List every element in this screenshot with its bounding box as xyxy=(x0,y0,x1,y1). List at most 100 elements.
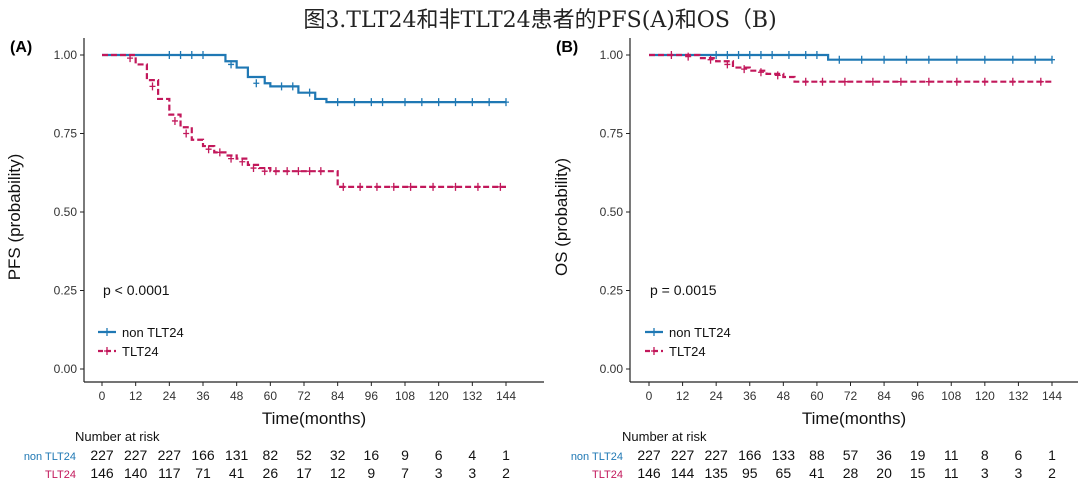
panel-label: (A) xyxy=(10,39,32,56)
censor-mark xyxy=(897,77,904,86)
censor-mark xyxy=(127,54,134,63)
censor-mark xyxy=(785,51,792,59)
censor-mark xyxy=(407,182,414,191)
censor-mark xyxy=(177,51,184,59)
censor-mark xyxy=(357,182,364,191)
risk-value: 133 xyxy=(772,447,796,463)
risk-value: 11 xyxy=(944,465,959,481)
censor-mark xyxy=(317,167,324,176)
risk-value: 6 xyxy=(1015,447,1023,463)
risk-value: 227 xyxy=(637,447,661,463)
risk-value: 6 xyxy=(435,447,443,463)
risk-value: 1 xyxy=(1048,447,1056,463)
risk-value: 146 xyxy=(637,465,661,481)
x-tick-label: 108 xyxy=(395,389,415,403)
x-tick-label: 60 xyxy=(810,389,824,403)
panel-0: 0.000.250.500.751.000 12 24 36 48 60 72 84 96 108… xyxy=(5,38,544,481)
panel-1: 0.000.250.500.751.000 12 24 36 48 60 72 84 96 108… xyxy=(552,38,1078,481)
risk-value: 3 xyxy=(1015,465,1023,481)
x-tick-label: 36 xyxy=(743,389,757,403)
censor-mark xyxy=(188,51,195,59)
censor-mark xyxy=(486,98,493,107)
x-tick-label: 48 xyxy=(777,389,791,403)
censor-mark xyxy=(953,55,960,64)
censor-mark xyxy=(707,55,714,64)
risk-value: 71 xyxy=(195,465,211,481)
censor-mark xyxy=(813,51,820,59)
censor-mark xyxy=(802,77,809,86)
risk-row-label: TLT24 xyxy=(592,469,623,481)
risk-table-header: Number at risk xyxy=(75,429,160,444)
y-axis-label: PFS (probability) xyxy=(5,154,24,281)
x-tick-label: 84 xyxy=(331,389,345,403)
censor-mark xyxy=(289,82,296,91)
censor-mark xyxy=(1037,77,1044,86)
panel-label: (B) xyxy=(556,39,578,56)
p-value-annotation: p < 0.0001 xyxy=(103,282,170,298)
x-tick-label: 24 xyxy=(709,389,723,403)
censor-mark xyxy=(869,77,876,86)
censor-mark xyxy=(228,154,235,163)
x-tick-label: 72 xyxy=(297,389,311,403)
censor-mark xyxy=(685,52,692,61)
risk-value: 19 xyxy=(910,447,926,463)
risk-value: 117 xyxy=(158,465,181,481)
censor-mark xyxy=(1009,55,1016,64)
x-tick-label: 96 xyxy=(365,389,379,403)
censor-mark xyxy=(741,65,748,74)
y-tick-label: 0.75 xyxy=(600,127,624,141)
figure-title: 图3.TLT24和非TLT24患者的PFS(A)和OS（B) xyxy=(303,8,777,33)
risk-value: 26 xyxy=(263,465,279,481)
censor-mark xyxy=(724,51,731,59)
legend-censor-mark xyxy=(104,328,110,336)
x-axis-label: Time(months) xyxy=(262,409,366,428)
censor-mark xyxy=(418,98,425,107)
censor-mark xyxy=(474,182,481,191)
censor-mark xyxy=(239,157,246,166)
censor-mark xyxy=(981,77,988,86)
risk-value: 41 xyxy=(809,465,825,481)
legend-label: non TLT24 xyxy=(669,325,731,340)
censor-mark xyxy=(284,167,291,176)
risk-value: 95 xyxy=(742,465,758,481)
risk-value: 227 xyxy=(671,447,695,463)
y-tick-label: 0.50 xyxy=(54,205,78,219)
legend-label: TLT24 xyxy=(122,344,159,359)
censor-mark xyxy=(306,167,313,176)
risk-table-header: Number at risk xyxy=(622,429,707,444)
risk-value: 227 xyxy=(704,447,728,463)
x-tick-label: 144 xyxy=(1042,389,1062,403)
risk-value: 15 xyxy=(910,465,926,481)
censor-mark xyxy=(841,77,848,86)
censor-mark xyxy=(981,55,988,64)
censor-mark xyxy=(452,182,459,191)
censor-mark xyxy=(402,98,408,107)
censor-mark xyxy=(261,167,268,176)
censor-mark xyxy=(373,182,380,191)
x-tick-label: 132 xyxy=(1008,389,1028,403)
censor-mark xyxy=(469,98,476,107)
censor-mark xyxy=(925,77,932,86)
series-line-tlt24 xyxy=(102,53,506,188)
risk-value: 9 xyxy=(367,465,375,481)
censor-mark xyxy=(390,182,397,191)
x-tick-label: 60 xyxy=(264,389,278,403)
risk-value: 20 xyxy=(876,465,892,481)
x-tick-label: 24 xyxy=(163,389,177,403)
censor-mark xyxy=(757,68,764,77)
censor-mark xyxy=(205,145,212,154)
censor-mark xyxy=(368,98,375,107)
series-line-tlt24 xyxy=(649,53,1052,83)
x-tick-label: 36 xyxy=(196,389,210,403)
risk-value: 65 xyxy=(776,465,792,481)
legend-censor-mark xyxy=(651,347,657,355)
x-tick-label: 48 xyxy=(230,389,244,403)
risk-value: 88 xyxy=(809,447,825,463)
censor-mark xyxy=(253,79,260,88)
risk-value: 3 xyxy=(981,465,989,481)
legend-censor-mark xyxy=(651,328,657,336)
x-tick-label: 144 xyxy=(496,389,516,403)
censor-mark xyxy=(183,129,190,138)
risk-value: 140 xyxy=(124,465,148,481)
